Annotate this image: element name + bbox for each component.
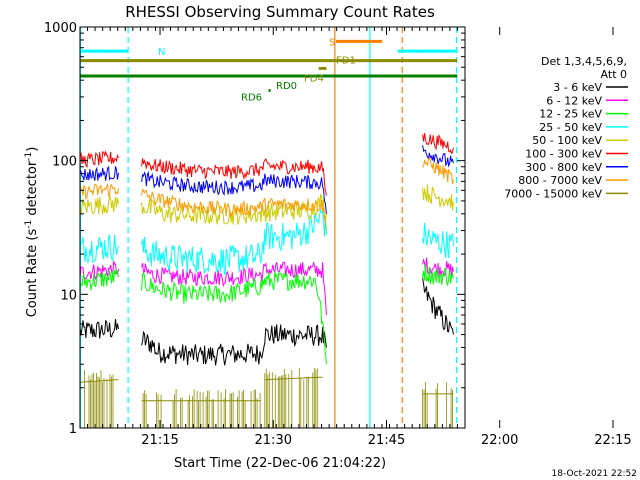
generation-timestamp: 18-Oct-2021 22:52 xyxy=(552,469,637,479)
series-6 xyxy=(79,145,454,214)
plot-frame xyxy=(79,26,466,429)
chart-title: RHESSI Observing Summary Count Rates xyxy=(125,3,435,21)
annotation-label-2: S xyxy=(329,37,335,48)
legend-label-4: 50 - 100 keV xyxy=(532,134,602,147)
legend-label-6: 300 - 800 keV xyxy=(525,161,602,174)
series-1-segment-1 xyxy=(141,261,327,316)
legend-label-7: 800 - 7000 keV xyxy=(518,174,602,187)
mode-annotation-bars xyxy=(80,39,458,92)
y-axis-label-main: Count Rate (s xyxy=(25,229,40,318)
x-tick-label-3: 22:00 xyxy=(481,433,518,448)
legend-label-0: 3 - 6 keV xyxy=(553,81,602,94)
legend-label-1: 6 - 12 keV xyxy=(546,94,602,107)
y-tick-label-1: 10 xyxy=(60,288,77,303)
series-3-segment-2 xyxy=(422,222,454,259)
legend-header-0: Det 1,3,4,5,6,9, xyxy=(541,55,627,68)
y-tick-label-2: 100 xyxy=(52,155,77,170)
series-7-segment-1 xyxy=(141,188,327,231)
y-axis-label-end: ) xyxy=(25,147,40,152)
y-tick-label-0: 1 xyxy=(69,422,77,437)
series-5-segment-2 xyxy=(422,133,454,155)
y-axis-ticks: 1 10 100 1000 xyxy=(44,21,465,437)
legend-label-8: 7000 - 15000 keV xyxy=(504,187,602,200)
series-2-segment-0 xyxy=(80,268,119,291)
legend-label-5: 100 - 300 keV xyxy=(525,148,602,161)
series-5 xyxy=(79,133,454,196)
series-5-segment-0 xyxy=(79,150,119,169)
y-axis-label: Count Rate (s-1 detector-1) xyxy=(24,147,40,318)
series-0-segment-2 xyxy=(422,278,454,335)
annotation-label-4: FD4 xyxy=(304,73,324,84)
series-3-segment-1 xyxy=(141,209,327,276)
axes-frame xyxy=(79,26,466,429)
series-7 xyxy=(79,155,454,231)
series-6-segment-1 xyxy=(141,170,327,214)
series-1-segment-2 xyxy=(422,257,454,279)
x-tick-label-4: 22:15 xyxy=(594,433,631,448)
y-axis-label-sup1: -1 xyxy=(24,220,34,229)
series-4-segment-0 xyxy=(79,195,119,215)
series-0-segment-0 xyxy=(79,318,119,339)
series-6-segment-0 xyxy=(79,165,119,181)
annotation-label-6: RD0 xyxy=(276,81,297,92)
y-axis-label-mid: detector xyxy=(25,160,40,220)
series-0 xyxy=(79,278,454,366)
annotation-label-0: N xyxy=(158,47,165,58)
series-7-segment-0 xyxy=(79,183,119,200)
series-2 xyxy=(80,264,454,365)
annotation-label-3: FD1 xyxy=(336,56,356,67)
series-5-segment-1 xyxy=(141,157,327,196)
series-4 xyxy=(79,184,454,225)
x-tick-label-0: 21:15 xyxy=(141,433,178,448)
x-tick-label-1: 21:30 xyxy=(255,433,292,448)
series-2-segment-2 xyxy=(422,264,454,287)
series-8 xyxy=(80,367,454,428)
legend-label-2: 12 - 25 keV xyxy=(539,108,602,121)
x-axis-label: Start Time (22-Dec-06 21:04:22) xyxy=(174,456,386,471)
x-tick-label-2: 21:45 xyxy=(368,433,405,448)
series-7-segment-2 xyxy=(422,155,454,185)
legend-header-1: Att 0 xyxy=(601,68,627,81)
legend-label-3: 25 - 50 keV xyxy=(539,121,602,134)
series-0-segment-1 xyxy=(141,324,327,366)
series-6-segment-2 xyxy=(422,145,454,168)
annotation-label-5: RD6 xyxy=(241,92,262,103)
count-rate-series xyxy=(79,133,454,428)
series-2-segment-1 xyxy=(141,271,327,365)
series-1 xyxy=(79,257,454,316)
y-axis-label-sup2: -1 xyxy=(24,152,34,161)
series-3 xyxy=(79,209,454,276)
series-3-segment-0 xyxy=(79,234,119,264)
series-4-segment-2 xyxy=(422,184,454,211)
y-tick-label-3: 1000 xyxy=(44,21,77,36)
